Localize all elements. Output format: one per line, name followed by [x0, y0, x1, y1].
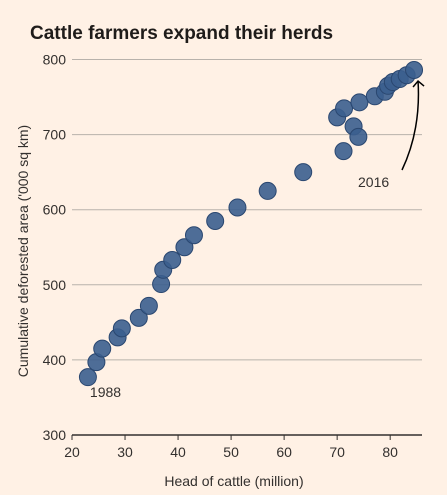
x-axis-label: Head of cattle (million): [164, 473, 303, 489]
y-tick-label-800: 800: [43, 52, 67, 68]
data-point-0: [78, 368, 97, 387]
x-tick-label-70: 70: [329, 444, 345, 460]
axes: 300 400 500 600 700 800 20 30 40 50 60 70 80: [43, 52, 422, 460]
y-tick-label-500: 500: [43, 277, 67, 293]
x-tick-label-30: 30: [117, 444, 133, 460]
annotations: 1988 2016: [90, 79, 425, 400]
data-point-14: [258, 181, 277, 200]
data-point-15: [294, 163, 313, 182]
data-point-12: [206, 211, 225, 230]
annotation-arrowhead: [412, 79, 425, 88]
chart-title: Cattle farmers expand their herds: [30, 23, 333, 44]
x-tick-label-40: 40: [170, 444, 186, 460]
data-point-4: [112, 319, 131, 338]
data-point-28: [405, 61, 424, 80]
y-tick-label-300: 300: [43, 427, 67, 443]
data-point-6: [139, 296, 158, 315]
gridlines: [72, 59, 422, 361]
data-point-5: [129, 308, 148, 327]
annotation-arrow: [401, 80, 420, 171]
data-point-13: [228, 198, 247, 217]
y-tick-label-400: 400: [43, 352, 67, 368]
data-point-9: [163, 251, 182, 270]
x-tick-label-20: 20: [64, 444, 80, 460]
data-points: [78, 61, 424, 387]
annotation-label-start: 1988: [90, 384, 121, 400]
data-point-20: [349, 127, 368, 146]
y-tick-label-600: 600: [43, 202, 67, 218]
data-point-18: [334, 142, 353, 161]
data-point-10: [175, 238, 194, 257]
data-point-17: [335, 99, 354, 118]
data-point-21: [350, 93, 369, 112]
annotation-label-end: 2016: [358, 174, 389, 190]
data-point-11: [184, 226, 203, 245]
x-tick-label-80: 80: [382, 444, 398, 460]
x-tick-label-60: 60: [276, 444, 292, 460]
data-point-2: [93, 339, 112, 358]
y-tick-label-700: 700: [43, 127, 67, 143]
y-axis-label: Cumulative deforested area ('000 sq km): [15, 125, 31, 377]
x-tick-label-50: 50: [223, 444, 239, 460]
